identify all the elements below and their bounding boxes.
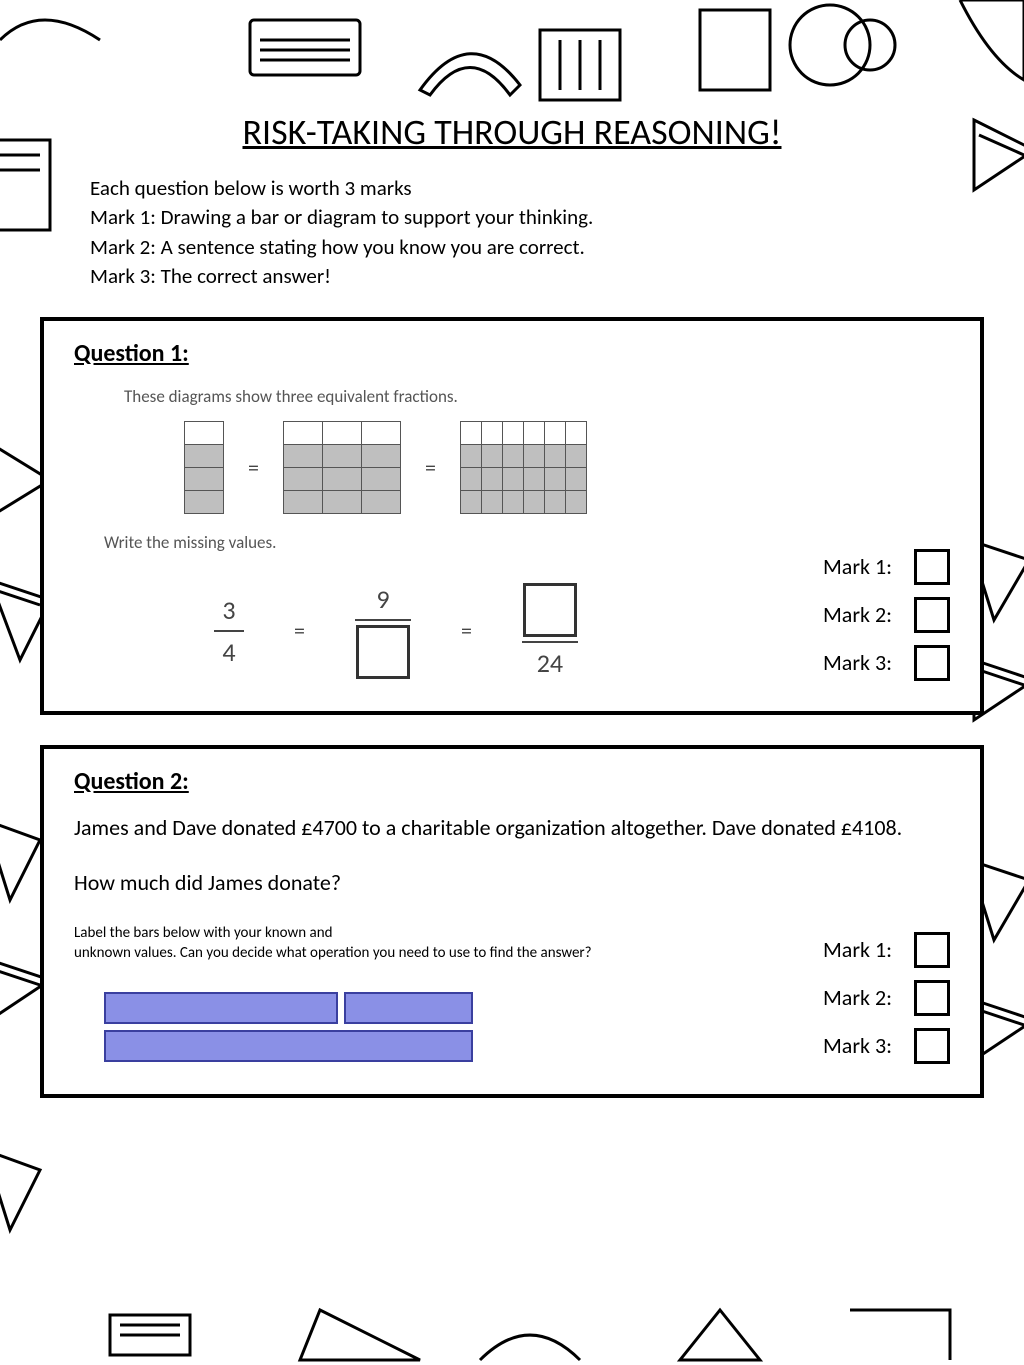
fraction-3-4: 3 4 <box>214 594 244 668</box>
q1-diagrams: = = <box>184 421 950 514</box>
frac-line <box>522 641 578 643</box>
q1-heading: Question 1: <box>74 339 950 368</box>
q2-heading: Question 2: <box>74 767 950 796</box>
equals-2: = <box>425 454 436 481</box>
mark2-label: Mark 2: <box>823 984 892 1011</box>
answer-box-numerator[interactable] <box>523 583 577 637</box>
mark3-label: Mark 3: <box>823 1032 892 1059</box>
mark1-label: Mark 1: <box>823 936 892 963</box>
question-1-box: Question 1: These diagrams show three eq… <box>40 317 984 715</box>
fraction-diagram-3 <box>460 421 587 514</box>
bar-top-seg2[interactable] <box>344 992 473 1024</box>
frac2-num: 9 <box>376 583 389 615</box>
intro-block: Each question below is worth 3 marks Mar… <box>90 174 934 292</box>
q1-prompt1: These diagrams show three equivalent fra… <box>124 386 950 407</box>
mark3-label: Mark 3: <box>823 649 892 676</box>
page-title: RISK-TAKING THROUGH REASONING! <box>0 110 1024 154</box>
q2-marks: Mark 1: Mark 2: Mark 3: <box>823 920 950 1076</box>
doodle-left <box>0 100 70 1360</box>
frac1-num: 3 <box>222 594 235 626</box>
q2-sub1: Label the bars below with your known and <box>74 924 950 942</box>
equals-3: = <box>294 617 305 644</box>
frac-line <box>214 630 244 632</box>
equals-4: = <box>461 617 472 644</box>
mark2-checkbox[interactable] <box>914 980 950 1016</box>
fraction-diagram-2 <box>283 421 401 514</box>
fraction-diagram-1 <box>184 421 224 514</box>
doodle-bottom <box>0 1305 1024 1365</box>
fraction-box-24: 24 <box>522 583 578 679</box>
bar-top-seg1[interactable] <box>104 992 338 1024</box>
question-2-box: Question 2: James and Dave donated £4700… <box>40 745 984 1098</box>
doodle-top <box>0 0 1024 110</box>
fraction-9-box: 9 <box>355 583 411 679</box>
bar-bottom[interactable] <box>104 1030 473 1062</box>
mark2-label: Mark 2: <box>823 601 892 628</box>
equals-1: = <box>248 454 259 481</box>
frac-line <box>355 619 411 621</box>
q2-text1: James and Dave donated £4700 to a charit… <box>74 814 950 841</box>
intro-line-1: Each question below is worth 3 marks <box>90 174 934 203</box>
intro-line-4: Mark 3: The correct answer! <box>90 262 934 291</box>
q1-marks: Mark 1: Mark 2: Mark 3: <box>823 537 950 693</box>
mark1-checkbox[interactable] <box>914 932 950 968</box>
mark1-checkbox[interactable] <box>914 549 950 585</box>
q2-text2: How much did James donate? <box>74 869 950 896</box>
q2-sub2: unknown values. Can you decide what oper… <box>74 944 950 962</box>
mark2-checkbox[interactable] <box>914 597 950 633</box>
frac1-den: 4 <box>222 636 235 668</box>
frac3-den: 24 <box>537 647 563 679</box>
mark3-checkbox[interactable] <box>914 645 950 681</box>
doodle-right <box>954 100 1024 1360</box>
intro-line-2: Mark 1: Drawing a bar or diagram to supp… <box>90 203 934 232</box>
mark1-label: Mark 1: <box>823 553 892 580</box>
answer-box-denominator[interactable] <box>356 625 410 679</box>
mark3-checkbox[interactable] <box>914 1028 950 1064</box>
worksheet-page: RISK-TAKING THROUGH REASONING! Each ques… <box>0 0 1024 1365</box>
intro-line-3: Mark 2: A sentence stating how you know … <box>90 233 934 262</box>
